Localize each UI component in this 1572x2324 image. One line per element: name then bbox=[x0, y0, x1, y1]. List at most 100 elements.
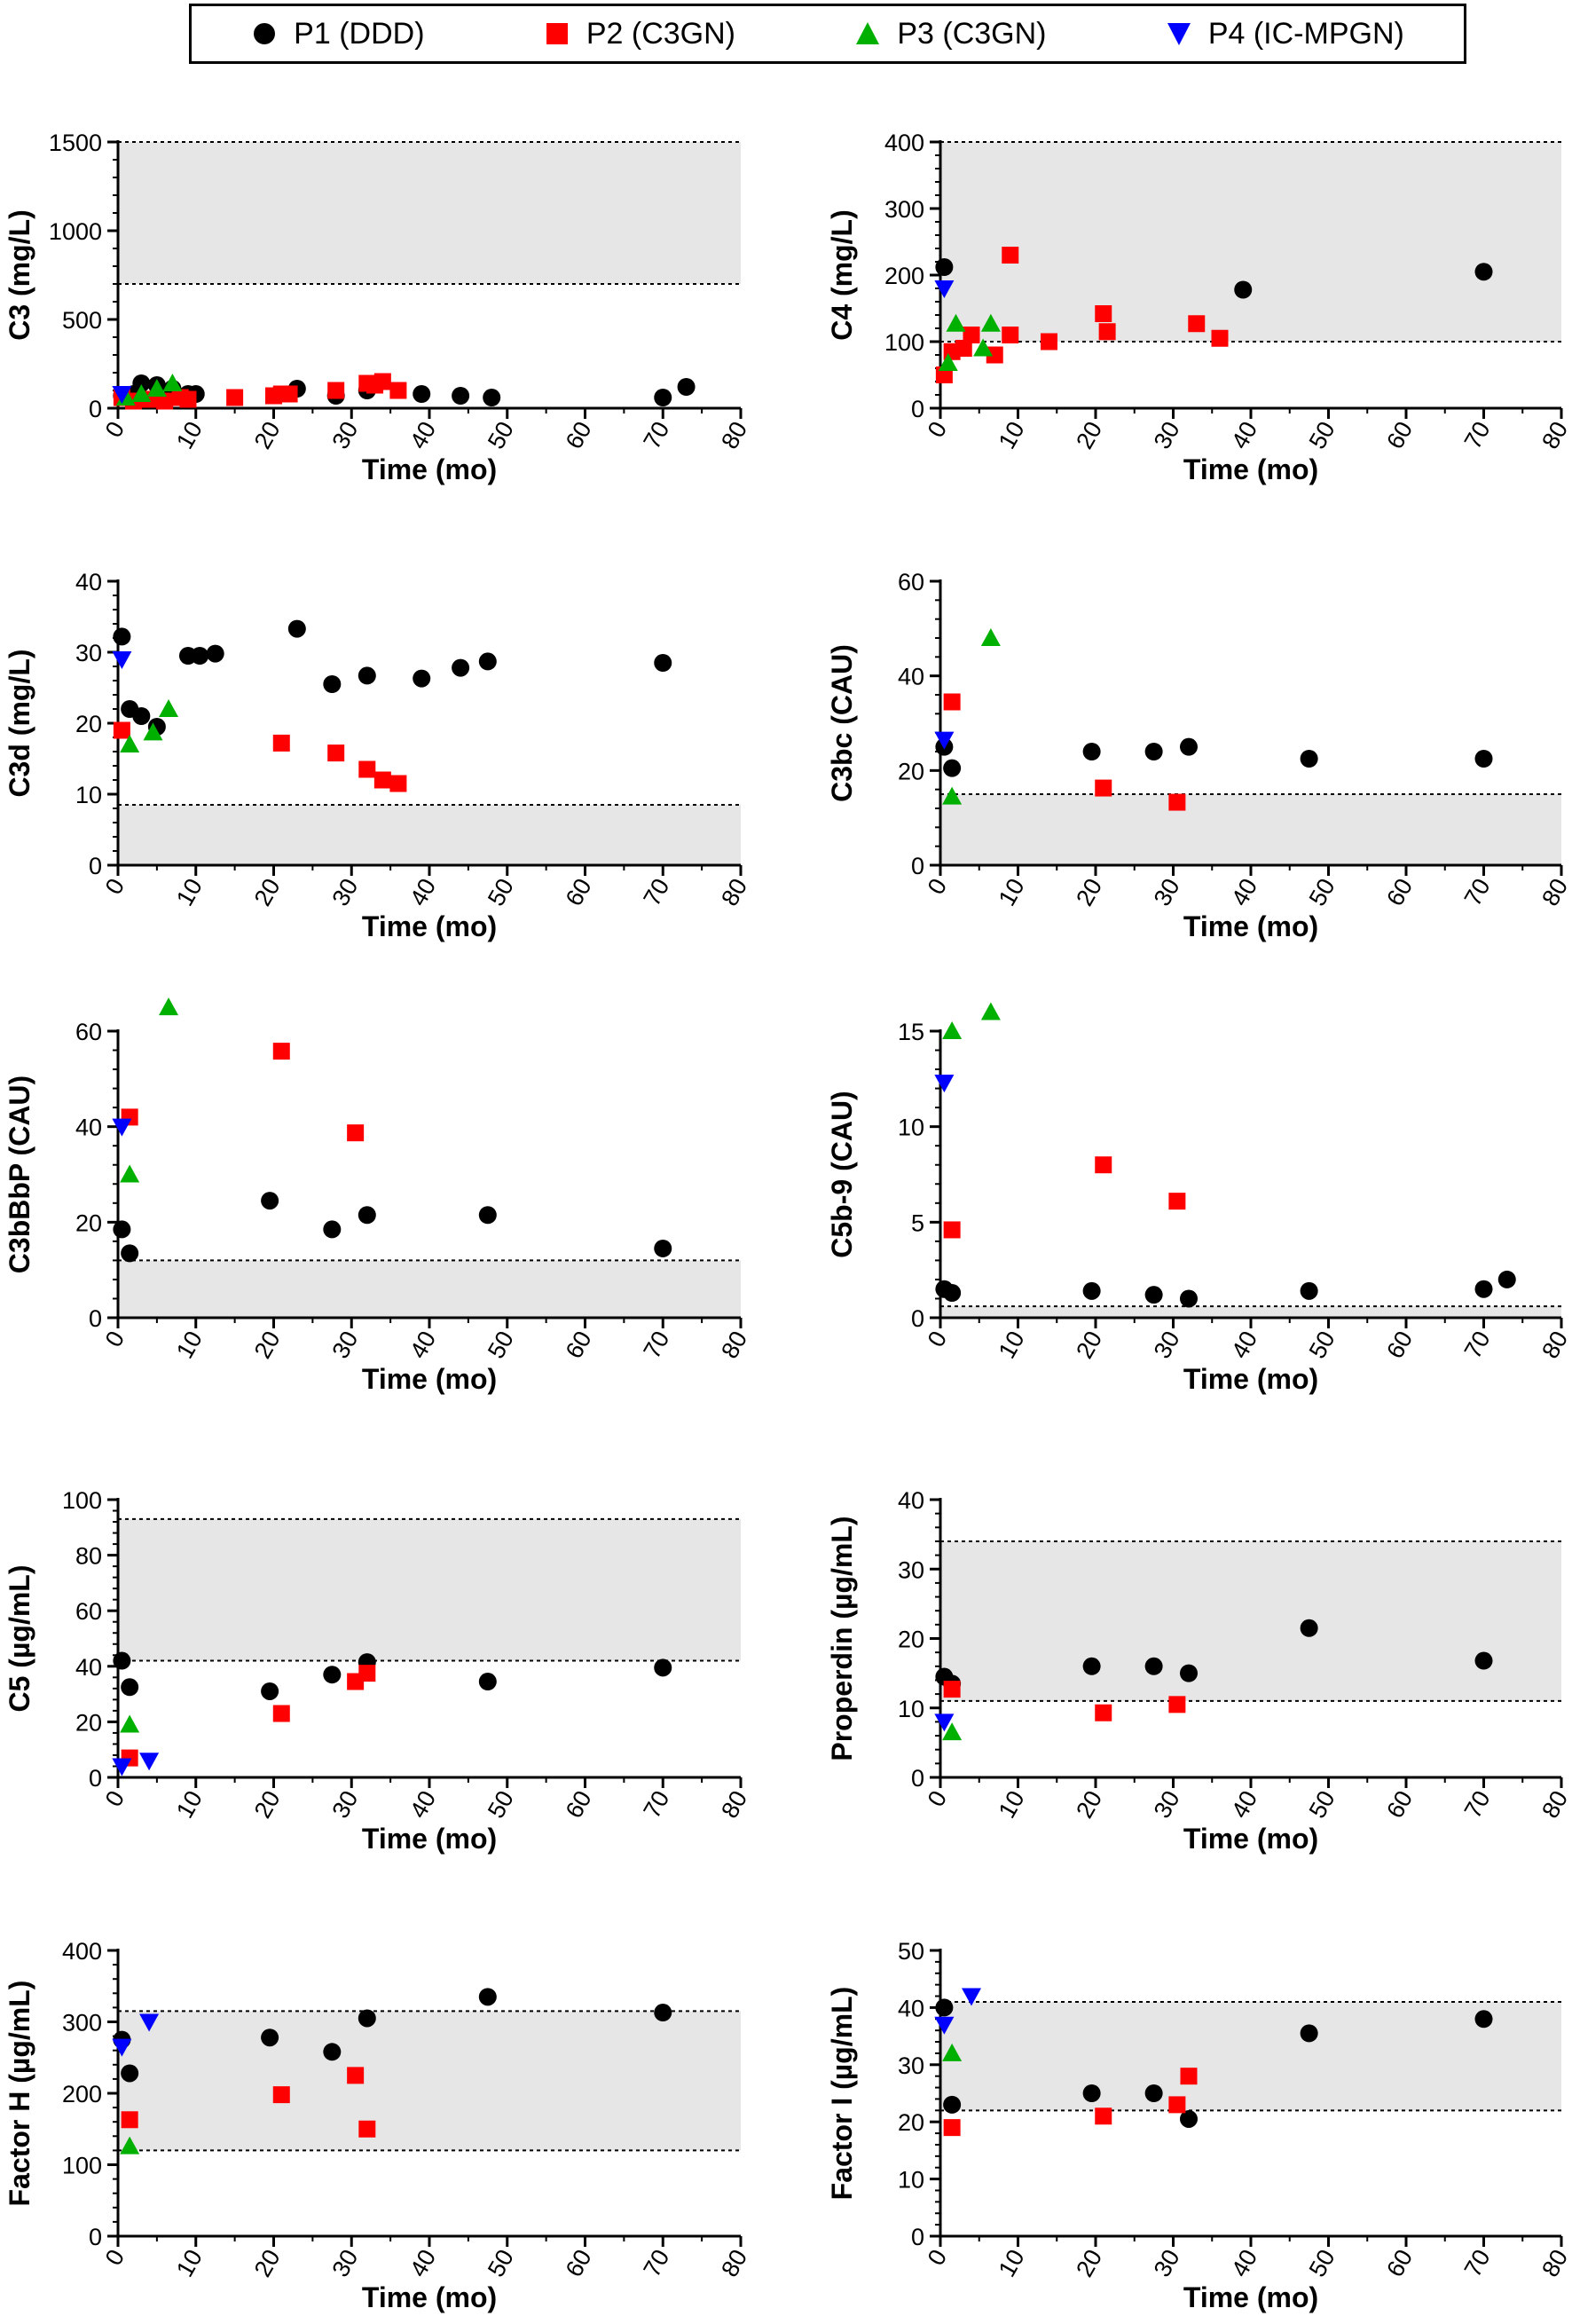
data-point bbox=[179, 390, 197, 408]
y-axis-title: C3d (mg/L) bbox=[4, 649, 35, 797]
x-tick-label: 30 bbox=[1149, 1786, 1185, 1823]
x-tick-label: 0 bbox=[100, 417, 130, 442]
data-point bbox=[478, 652, 497, 671]
y-tick-label: 0 bbox=[89, 2224, 102, 2250]
y-tick-label: 1500 bbox=[49, 130, 102, 156]
reference-range-band bbox=[118, 1518, 741, 1661]
y-tick-label: 500 bbox=[62, 307, 102, 334]
reference-range-band bbox=[118, 1260, 741, 1318]
y-tick-label: 20 bbox=[75, 1209, 102, 1236]
series-P3 bbox=[942, 2043, 963, 2061]
y-tick-label: 20 bbox=[75, 1709, 102, 1736]
data-point bbox=[132, 707, 151, 725]
data-point bbox=[358, 666, 376, 685]
data-point bbox=[654, 2004, 672, 2022]
x-tick-label: 60 bbox=[1381, 874, 1418, 910]
x-tick-label: 60 bbox=[561, 874, 597, 910]
series-P4 bbox=[934, 1075, 955, 1093]
data-point bbox=[1095, 2107, 1112, 2125]
y-tick-label: 20 bbox=[75, 711, 102, 737]
data-point bbox=[280, 385, 298, 403]
data-point bbox=[963, 327, 980, 343]
x-tick-label: 50 bbox=[1304, 2245, 1340, 2281]
y-axis-title: C3 (mg/L) bbox=[4, 209, 35, 341]
x-tick-label: 30 bbox=[326, 2245, 363, 2281]
y-axis-title: Properdin (µg/mL) bbox=[826, 1516, 858, 1761]
data-point bbox=[1474, 750, 1493, 768]
data-point bbox=[946, 313, 966, 332]
data-point bbox=[452, 658, 470, 677]
triangle-down-marker-icon bbox=[1167, 23, 1191, 45]
x-tick-label: 40 bbox=[405, 417, 441, 453]
y-tick-label: 0 bbox=[911, 2224, 924, 2250]
square-marker-icon bbox=[546, 23, 568, 44]
data-point bbox=[120, 735, 140, 752]
series-P1 bbox=[935, 1270, 1516, 1308]
x-tick-label: 50 bbox=[483, 1786, 519, 1823]
data-point bbox=[1300, 1619, 1318, 1637]
x-axis-title: Time (mo) bbox=[362, 1363, 497, 1395]
data-point bbox=[1234, 280, 1253, 299]
data-point bbox=[483, 389, 501, 406]
data-point bbox=[159, 997, 179, 1016]
x-tick-label: 60 bbox=[561, 1786, 597, 1823]
x-tick-label: 50 bbox=[1304, 1786, 1340, 1823]
series-P4 bbox=[112, 386, 132, 404]
data-point bbox=[113, 1651, 131, 1670]
data-point bbox=[1144, 743, 1163, 760]
x-tick-label: 70 bbox=[638, 874, 674, 910]
x-tick-label: 50 bbox=[1304, 417, 1340, 453]
reference-range-band bbox=[940, 1540, 1561, 1701]
data-point bbox=[943, 1221, 961, 1239]
data-point bbox=[323, 1220, 342, 1239]
x-tick-label: 10 bbox=[994, 1786, 1030, 1823]
data-point bbox=[121, 2111, 138, 2129]
y-tick-label: 40 bbox=[75, 1654, 102, 1681]
y-tick-label: 400 bbox=[884, 130, 924, 156]
x-tick-label: 20 bbox=[249, 1786, 286, 1823]
x-tick-label: 60 bbox=[561, 417, 597, 453]
x-tick-label: 30 bbox=[1149, 874, 1185, 910]
legend-item-p1: P1 (DDD) bbox=[251, 17, 425, 51]
data-point bbox=[935, 258, 954, 276]
x-tick-label: 20 bbox=[1071, 417, 1107, 453]
x-tick-label: 70 bbox=[638, 1786, 674, 1823]
data-point bbox=[139, 1753, 160, 1771]
data-point bbox=[677, 378, 696, 396]
legend-label: P2 (C3GN) bbox=[586, 16, 735, 51]
data-point bbox=[121, 1678, 139, 1697]
chart-c3bc: 0 20 40 60 0 10 20 30 40 50 60 70 80 Time (mo) C3bc (C… bbox=[826, 569, 1572, 942]
data-point bbox=[121, 1244, 139, 1263]
y-tick-label: 0 bbox=[89, 853, 102, 879]
data-point bbox=[112, 1758, 132, 1776]
y-axis-title: C3bBbP (CAU) bbox=[4, 1075, 35, 1273]
y-tick-label: 50 bbox=[898, 1938, 924, 1965]
x-tick-label: 40 bbox=[1226, 2245, 1262, 2281]
data-point bbox=[1041, 333, 1057, 351]
x-tick-label: 10 bbox=[994, 2245, 1030, 2281]
chart-c3bbbp: 0 20 40 60 0 10 20 30 40 50 60 70 80 Time (mo) C3bBbP … bbox=[4, 997, 752, 1395]
data-point bbox=[206, 644, 224, 663]
data-point bbox=[120, 1714, 140, 1733]
reference-range-band bbox=[940, 2001, 1561, 2111]
chart-c5b9: 0 5 10 15 0 10 20 30 40 50 60 70 80 Time (mo) C5b-9 (C… bbox=[826, 1002, 1572, 1395]
x-tick-label: 20 bbox=[1071, 1786, 1107, 1823]
data-point bbox=[1474, 2010, 1493, 2029]
x-axis-title: Time (mo) bbox=[1183, 1363, 1318, 1395]
series-P3 bbox=[942, 1722, 963, 1741]
x-tick-label: 0 bbox=[923, 2245, 952, 2270]
x-tick-label: 70 bbox=[1459, 874, 1496, 910]
y-axis-title: C5 (µg/mL) bbox=[4, 1565, 35, 1713]
y-tick-label: 40 bbox=[898, 1995, 924, 2021]
data-point bbox=[1095, 779, 1112, 797]
chart-factorh: 0 100 200 300 400 0 10 20 30 40 50 60 70 80 Time (mo) F… bbox=[4, 1938, 752, 2313]
data-point bbox=[1082, 2084, 1101, 2102]
data-point bbox=[143, 722, 163, 741]
y-tick-label: 0 bbox=[89, 1765, 102, 1792]
chart-properdin: 0 10 20 30 40 0 10 20 30 40 50 60 70 80 Time (mo) Prope… bbox=[826, 1487, 1572, 1855]
x-tick-label: 60 bbox=[1381, 1786, 1418, 1823]
data-point bbox=[389, 382, 407, 399]
data-point bbox=[1095, 305, 1112, 322]
y-tick-label: 5 bbox=[911, 1209, 924, 1236]
y-tick-label: 60 bbox=[75, 1019, 102, 1045]
